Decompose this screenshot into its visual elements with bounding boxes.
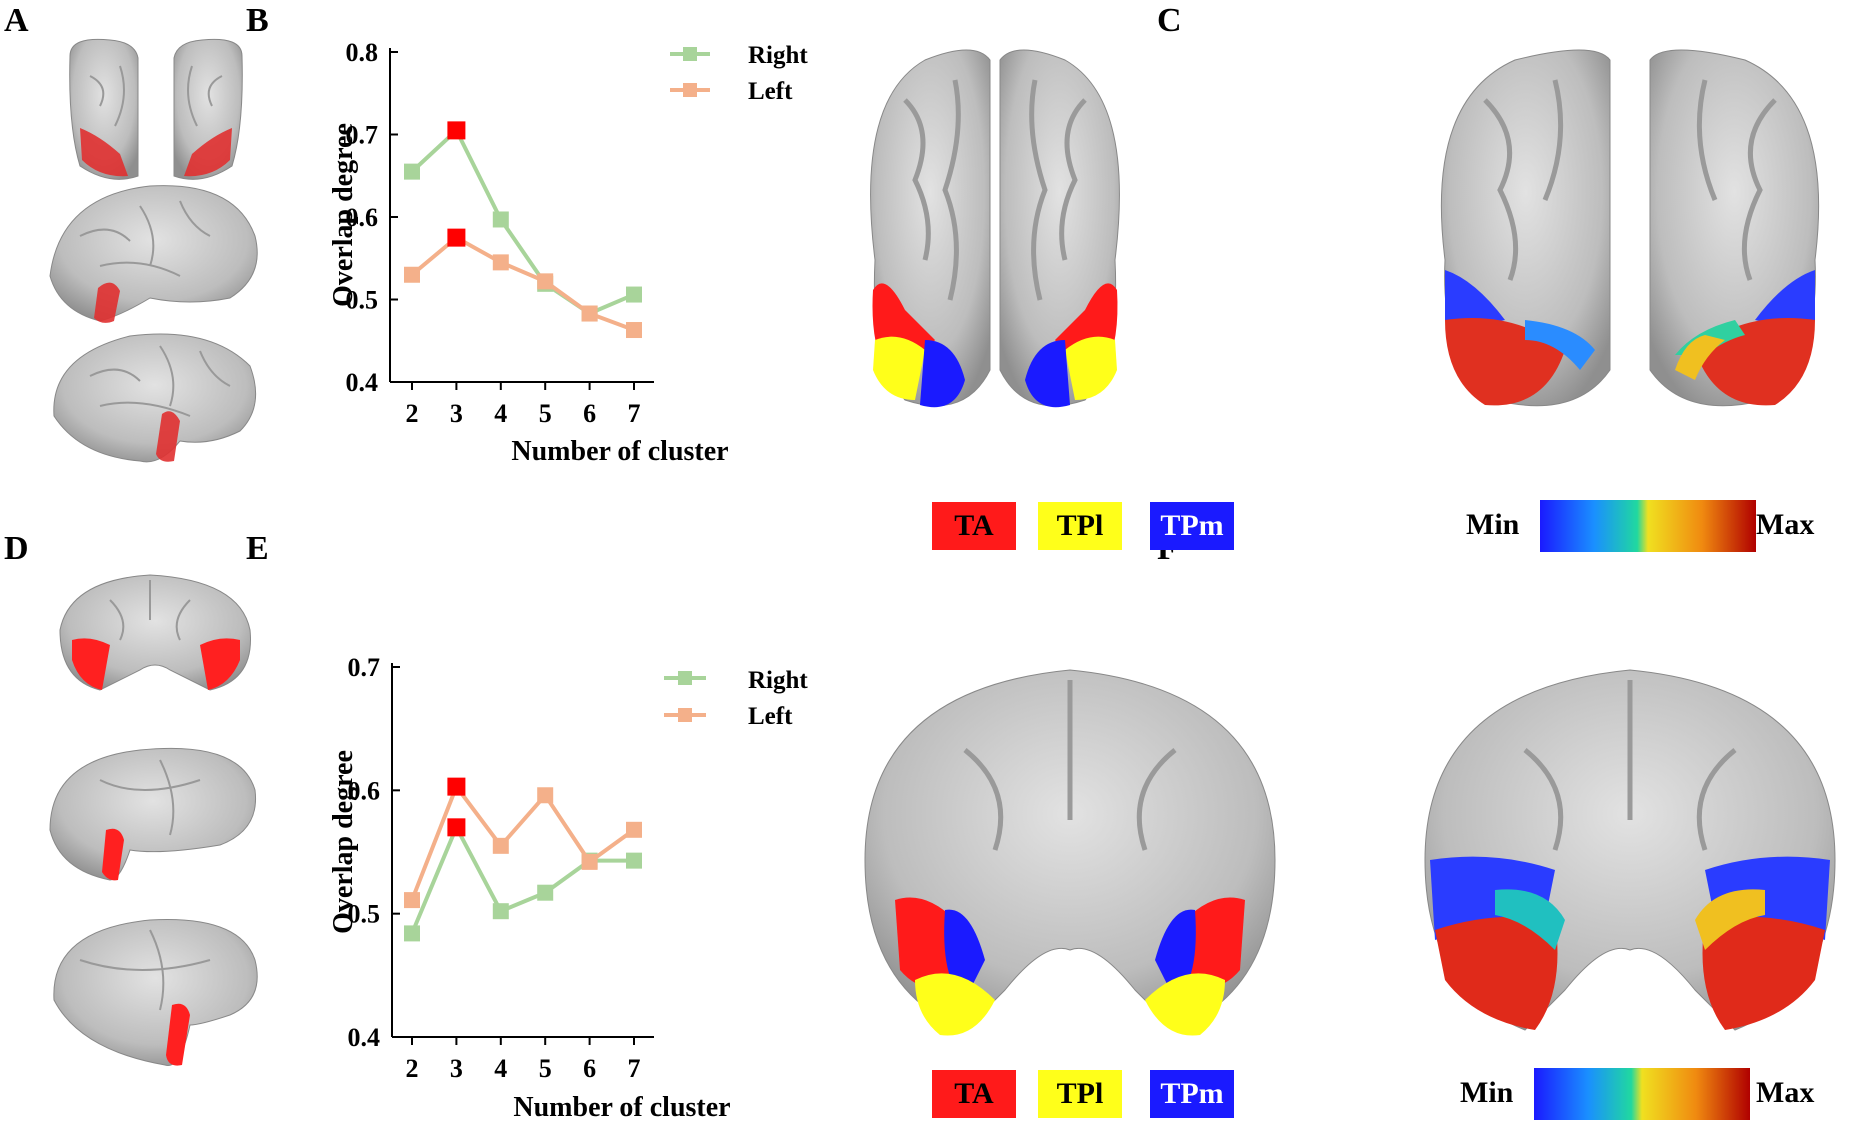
- chart-b-xtick-label: 3: [450, 399, 463, 428]
- chart-e-series-right-point: [492, 903, 509, 920]
- panel-label-e: E: [246, 530, 269, 567]
- panel-f-brain-probability: [1424, 669, 1836, 1031]
- panel-c-brain-probability: [1440, 49, 1820, 407]
- chart-e-xtick-label: 3: [450, 1054, 463, 1083]
- chart-e-xtick-label: 7: [628, 1054, 641, 1083]
- chart-b-legend-right: Right: [748, 42, 808, 69]
- panel-b-brain-parcellation: [870, 49, 1120, 408]
- chart-e-ytick-label: 0.6: [348, 776, 381, 805]
- chart-e-xtick-label: 2: [406, 1054, 419, 1083]
- chart-e-series-right-line: [410, 822, 634, 935]
- human-brain-lateral-view-right: [53, 333, 257, 463]
- legend-ta-top: TA: [932, 502, 1016, 550]
- chart-b-series-left-point: [447, 228, 466, 247]
- chart-b-series-left-point: [404, 266, 420, 283]
- chart-e-series-left-point: [581, 853, 598, 870]
- chart-b-series-left-point: [626, 322, 642, 339]
- chart-e-legend-left: Left: [748, 703, 793, 730]
- chart-b-xtick-label: 2: [406, 399, 419, 428]
- legend-tpl-top: TPl: [1038, 502, 1122, 550]
- panel-a-brain-views: [49, 38, 258, 463]
- chart-b-series-left-point: [492, 254, 509, 271]
- chart-e-series-right-point: [626, 852, 642, 869]
- colorbar-bottom: [1534, 1068, 1750, 1120]
- panel-label-a: A: [4, 2, 29, 39]
- chart-e-legend: Right Left: [664, 667, 808, 730]
- panel-label-b: B: [246, 2, 269, 39]
- chart-b-xtick-label: 4: [494, 399, 507, 428]
- chart-b-ylabel: Overlap degree: [328, 123, 359, 307]
- chart-b-series-right-line: [410, 127, 635, 316]
- colorbar-top: [1540, 500, 1756, 552]
- chart-b-ytick-label: 0.8: [346, 38, 379, 67]
- monkey-brain-frontal-view: [59, 574, 251, 691]
- chart-b-ytick-label: 0.7: [346, 121, 379, 150]
- chart-b-xtick-label: 6: [583, 399, 596, 428]
- colorbar-top-min: Min: [1466, 508, 1520, 541]
- chart-e-series-right-point: [404, 925, 420, 942]
- chart-b-series-right-point: [626, 286, 642, 303]
- chart-e-series-left-point: [404, 892, 420, 909]
- panel-d-brain-views: [49, 574, 258, 1066]
- chart-b-ytick-label: 0.5: [346, 286, 379, 315]
- chart-b-series-left-point: [537, 273, 554, 290]
- chart-b-series-left-point: [581, 305, 598, 322]
- chart-b-series-right-point: [492, 211, 509, 228]
- chart-e-ytick-label: 0.4: [348, 1023, 381, 1052]
- chart-e-series-right-point: [447, 818, 466, 837]
- chart-b-xtick-label: 7: [628, 399, 641, 428]
- chart-e-ylabel: Overlap degree: [328, 750, 359, 934]
- panel-b-chart: 0.40.50.60.70.82 3 4 5 6 7 Number of cluster …: [328, 38, 808, 467]
- chart-e-legend-right: Right: [748, 667, 808, 694]
- chart-e-series-left-point: [447, 777, 466, 796]
- panel-e-brain-parcellation: [864, 669, 1276, 1036]
- colorbar-bottom-min: Min: [1460, 1076, 1514, 1109]
- panel-e-chart: 0.4 0.5 0.6 0.7 2 3 4 5 6 7 Number of cluster Ove…: [328, 653, 808, 1122]
- colorbar-bottom-max: Max: [1756, 1076, 1815, 1109]
- human-brain-frontal-view: [69, 38, 243, 180]
- chart-e-series-left-point: [626, 821, 642, 838]
- chart-e-ytick-label: 0.5: [348, 900, 381, 929]
- chart-b-ytick-label: 0.4: [346, 368, 379, 397]
- legend-tpm-bottom: TPm: [1150, 1070, 1234, 1118]
- chart-e-series-right-point: [537, 884, 554, 901]
- chart-b-xtick-label: 5: [539, 399, 552, 428]
- chart-b-series-right-point: [447, 121, 466, 140]
- chart-e-series-left-point: [492, 837, 509, 854]
- chart-b-xlabel: Number of cluster: [511, 436, 728, 467]
- chart-e-xtick-label: 4: [494, 1054, 507, 1083]
- monkey-brain-lateral-view-right: [53, 919, 258, 1066]
- chart-e-series-left-line: [410, 782, 636, 901]
- chart-e-series-left-point: [537, 787, 554, 804]
- chart-e-xlabel: Number of cluster: [513, 1092, 730, 1122]
- panel-label-c: C: [1157, 2, 1182, 39]
- chart-b-legend: Right Left: [670, 42, 808, 105]
- human-brain-lateral-view: [49, 185, 258, 323]
- monkey-brain-lateral-view: [49, 747, 257, 881]
- chart-e-xtick-label: 5: [539, 1054, 552, 1083]
- legend-ta-bottom: TA: [932, 1070, 1016, 1118]
- chart-b-ytick-label: 0.6: [346, 203, 379, 232]
- legend-tpm-top: TPm: [1150, 502, 1234, 550]
- colorbar-top-max: Max: [1756, 508, 1815, 541]
- chart-b-series-right-point: [404, 163, 420, 180]
- legend-tpl-bottom: TPl: [1038, 1070, 1122, 1118]
- panel-label-d: D: [4, 530, 29, 567]
- chart-e-ytick-label: 0.7: [348, 653, 381, 682]
- chart-e-xtick-label: 6: [583, 1054, 596, 1083]
- chart-b-legend-left: Left: [748, 78, 793, 105]
